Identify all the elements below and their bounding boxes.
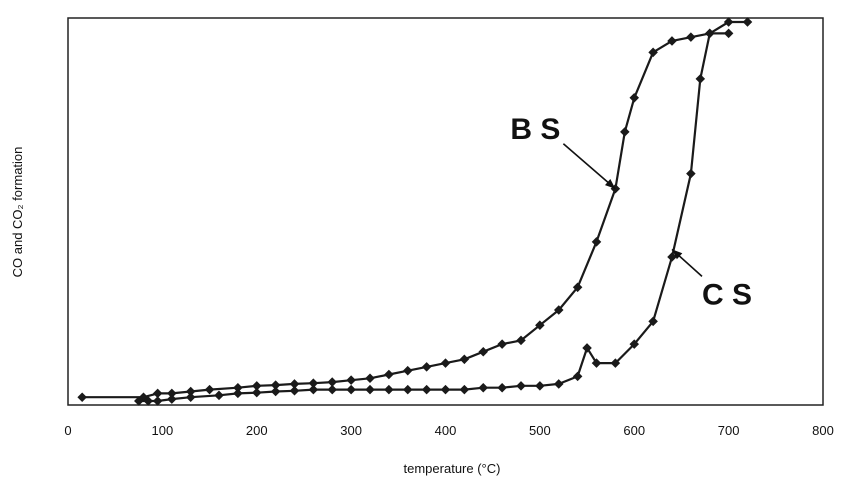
series-1-point-29 bbox=[648, 316, 658, 327]
series-1-point-12 bbox=[346, 384, 356, 395]
series-1-point-34 bbox=[723, 17, 734, 27]
series-0-point-28 bbox=[629, 93, 640, 103]
series-1-point-22 bbox=[535, 381, 545, 391]
series-0-point-19 bbox=[478, 346, 489, 357]
series-0-point-13 bbox=[365, 373, 375, 384]
x-tick-layer: 0 100 200 300 400 500 600 700 800 bbox=[64, 423, 833, 438]
series-1-point-25 bbox=[582, 343, 592, 353]
y-axis-label: CO and CO₂ formation bbox=[10, 147, 25, 278]
series-0-point-27 bbox=[620, 127, 630, 137]
series-1-point-16 bbox=[421, 384, 432, 395]
x-tick-label-4: 400 bbox=[435, 423, 457, 438]
series-1-point-30 bbox=[667, 252, 677, 262]
plot-area bbox=[67, 17, 824, 406]
series-0-point-14 bbox=[384, 369, 394, 380]
x-tick-label-7: 700 bbox=[718, 423, 740, 438]
x-tick-label-0: 0 bbox=[64, 423, 71, 438]
series-1-point-28 bbox=[629, 339, 640, 349]
series-0-point-15 bbox=[402, 365, 413, 376]
series-0-point-12 bbox=[346, 375, 356, 385]
series-0-point-16 bbox=[421, 362, 432, 372]
series-1-point-1 bbox=[143, 396, 153, 406]
series-0-point-29 bbox=[648, 47, 658, 58]
series-1-point-35 bbox=[742, 17, 753, 27]
x-tick-label-6: 600 bbox=[623, 423, 645, 438]
series-1-point-20 bbox=[497, 382, 507, 393]
series-1-point-13 bbox=[365, 384, 375, 395]
series-0-point-0 bbox=[77, 392, 87, 402]
series-1-point-4 bbox=[185, 392, 196, 402]
series-0-point-21 bbox=[516, 335, 526, 346]
series-1-point-21 bbox=[516, 381, 526, 391]
annotation-label-1: C S bbox=[702, 278, 752, 311]
series-0-point-23 bbox=[553, 305, 564, 315]
annotation-arrowhead-1 bbox=[672, 249, 683, 260]
x-tick-label-1: 100 bbox=[152, 423, 174, 438]
series-1-point-10 bbox=[308, 384, 319, 395]
series-line-0 bbox=[82, 32, 729, 399]
series-0-point-31 bbox=[686, 32, 696, 42]
series-1-point-5 bbox=[214, 390, 224, 401]
series-0-point-17 bbox=[440, 358, 451, 368]
x-tick-label-3: 300 bbox=[340, 423, 362, 438]
x-tick-label-8: 800 bbox=[812, 423, 834, 438]
series-0-point-20 bbox=[497, 339, 507, 349]
annotation-arrow-0 bbox=[562, 143, 616, 190]
series-1-point-17 bbox=[440, 384, 451, 395]
series-1-point-19 bbox=[478, 382, 489, 393]
series-1-point-26 bbox=[591, 358, 602, 368]
series-1-point-6 bbox=[233, 388, 243, 399]
annotation-layer: B S C S bbox=[510, 113, 752, 312]
series-1-point-15 bbox=[402, 384, 413, 395]
series-1-point-33 bbox=[704, 28, 715, 39]
series-layer bbox=[77, 17, 753, 406]
series-0-point-30 bbox=[667, 36, 677, 46]
series-1-point-31 bbox=[686, 168, 696, 179]
series-1-point-14 bbox=[384, 384, 394, 395]
x-tick-label-5: 500 bbox=[529, 423, 551, 438]
series-1-point-3 bbox=[167, 394, 177, 404]
series-line-1 bbox=[138, 20, 748, 403]
x-tick-label-2: 200 bbox=[246, 423, 268, 438]
series-1-point-24 bbox=[572, 371, 583, 382]
series-1-point-23 bbox=[553, 379, 564, 389]
series-0-point-22 bbox=[535, 320, 545, 330]
series-1-point-27 bbox=[610, 358, 621, 368]
series-1-point-18 bbox=[459, 384, 470, 395]
series-1-point-7 bbox=[251, 387, 262, 398]
series-1-point-0 bbox=[134, 396, 144, 406]
series-0-point-5 bbox=[204, 384, 215, 395]
series-1-point-9 bbox=[289, 386, 300, 396]
series-0-point-24 bbox=[572, 282, 583, 293]
annotation-label-0: B S bbox=[510, 113, 560, 146]
annotation-arrowhead-0 bbox=[604, 178, 616, 189]
series-1-point-32 bbox=[695, 74, 706, 84]
series-1-point-11 bbox=[327, 384, 338, 395]
series-0-point-33 bbox=[723, 28, 734, 39]
series-1-point-2 bbox=[152, 396, 163, 406]
series-0-point-18 bbox=[459, 354, 470, 365]
series-1-point-8 bbox=[270, 386, 281, 397]
x-axis-label: temperature (°C) bbox=[404, 461, 501, 476]
series-0-point-25 bbox=[591, 237, 602, 247]
